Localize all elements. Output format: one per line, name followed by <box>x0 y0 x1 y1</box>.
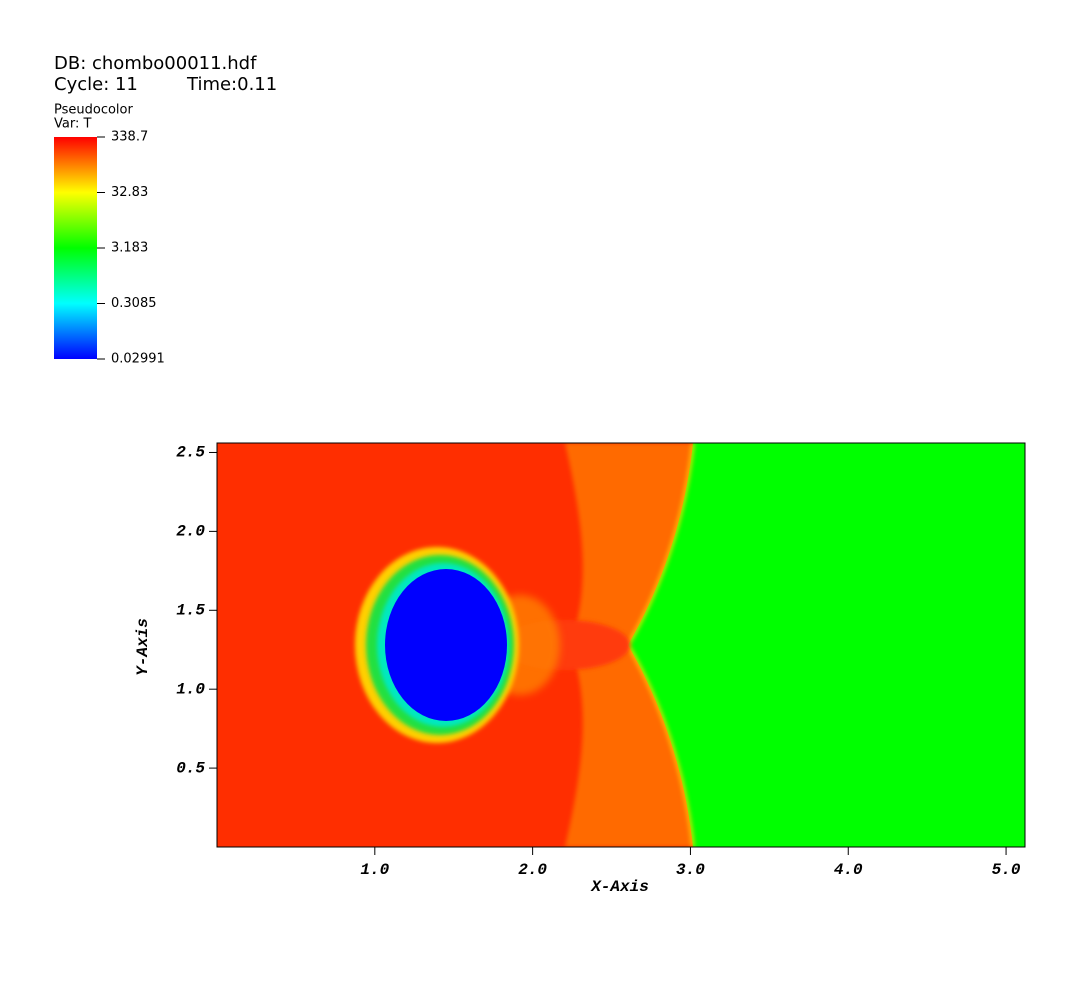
y-tick-label: 1.0 <box>176 680 205 698</box>
x-tick-label: 1.0 <box>360 861 389 879</box>
cycle-label: Cycle: 11 <box>54 74 138 95</box>
x-tick-label: 4.0 <box>834 861 863 879</box>
y-tick-label: 2.0 <box>176 523 205 541</box>
x-tick-label: 5.0 <box>992 861 1021 879</box>
y-tick-label: 0.5 <box>176 759 205 777</box>
plot-label: Pseudocolor <box>54 103 133 118</box>
x-tick-label: 3.0 <box>676 861 705 879</box>
y-tick-label: 2.5 <box>176 444 205 462</box>
x-tick-label: 2.0 <box>518 861 547 879</box>
x-axis-label: X-Axis <box>590 878 649 896</box>
colorbar-tick-label: 32.83 <box>111 185 148 200</box>
colorbar-tick-label: 3.183 <box>111 240 148 255</box>
plot-frame <box>216 442 1026 848</box>
colorbar-tick-label: 0.3085 <box>111 296 157 311</box>
colorbar-tick-label: 338.7 <box>111 130 148 145</box>
database-label: DB: chombo00011.hdf <box>54 53 257 74</box>
y-axis-label: Y-Axis <box>134 618 152 676</box>
colorbar-tick-label: 0.02991 <box>111 352 165 367</box>
time-label: Time:0.11 <box>186 74 277 95</box>
variable-label: Var: T <box>54 117 91 132</box>
y-tick-label: 1.5 <box>176 602 205 620</box>
colorbar <box>54 137 97 359</box>
pseudocolor-field <box>217 443 1025 847</box>
